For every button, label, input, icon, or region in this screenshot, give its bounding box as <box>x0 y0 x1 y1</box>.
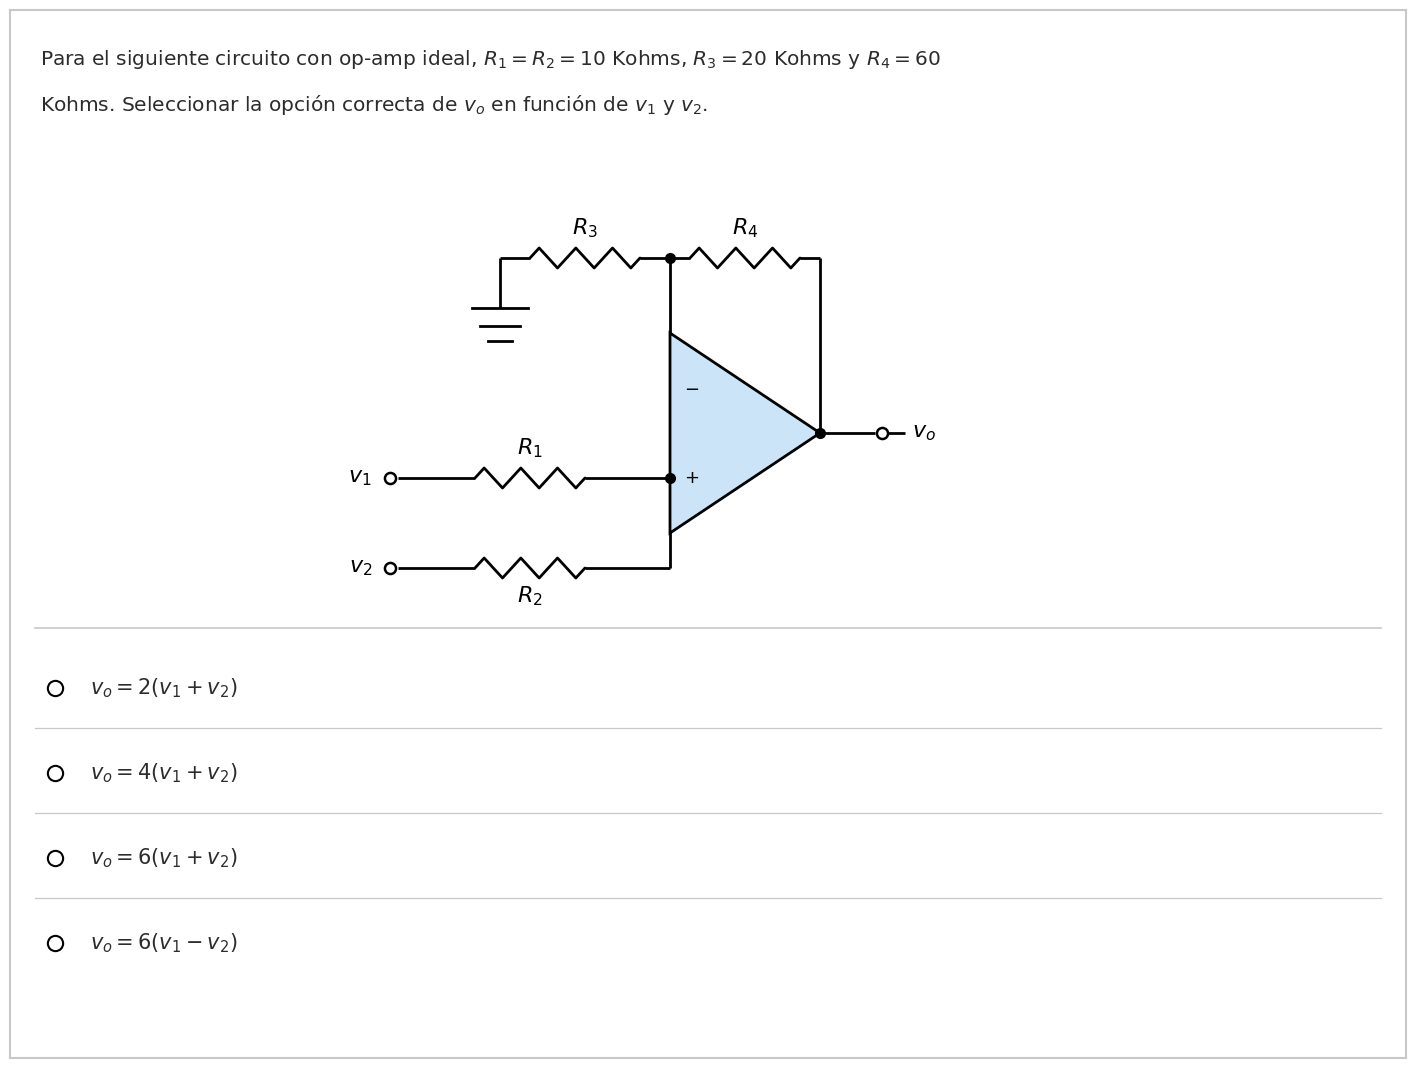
Text: $v_2$: $v_2$ <box>348 557 372 578</box>
Text: Para el siguiente circuito con op-amp ideal, $R_1 = R_2 = 10$ Kohms, $R_3 = 20$ : Para el siguiente circuito con op-amp id… <box>40 48 940 70</box>
Text: $v_o = 6(v_1 + v_2)$: $v_o = 6(v_1 + v_2)$ <box>91 846 238 869</box>
Text: $R_1$: $R_1$ <box>517 437 542 460</box>
Polygon shape <box>670 333 820 533</box>
Text: $R_4$: $R_4$ <box>732 217 758 240</box>
Text: $+$: $+$ <box>684 469 700 487</box>
Text: $v_o = 6(v_1 - v_2)$: $v_o = 6(v_1 - v_2)$ <box>91 931 238 955</box>
Text: $v_o$: $v_o$ <box>912 423 936 443</box>
Text: $v_o = 2(v_1 + v_2)$: $v_o = 2(v_1 + v_2)$ <box>91 676 238 700</box>
Text: $v_1$: $v_1$ <box>348 468 372 488</box>
Text: $R_2$: $R_2$ <box>517 584 542 608</box>
Text: $-$: $-$ <box>684 379 700 397</box>
Text: Kohms. Seleccionar la opción correcta de $v_o$ en función de $v_1$ y $v_2$.: Kohms. Seleccionar la opción correcta de… <box>40 93 708 117</box>
FancyBboxPatch shape <box>10 10 1406 1058</box>
Text: $v_o = 4(v_1 + v_2)$: $v_o = 4(v_1 + v_2)$ <box>91 761 238 785</box>
Text: $R_3$: $R_3$ <box>572 217 598 240</box>
